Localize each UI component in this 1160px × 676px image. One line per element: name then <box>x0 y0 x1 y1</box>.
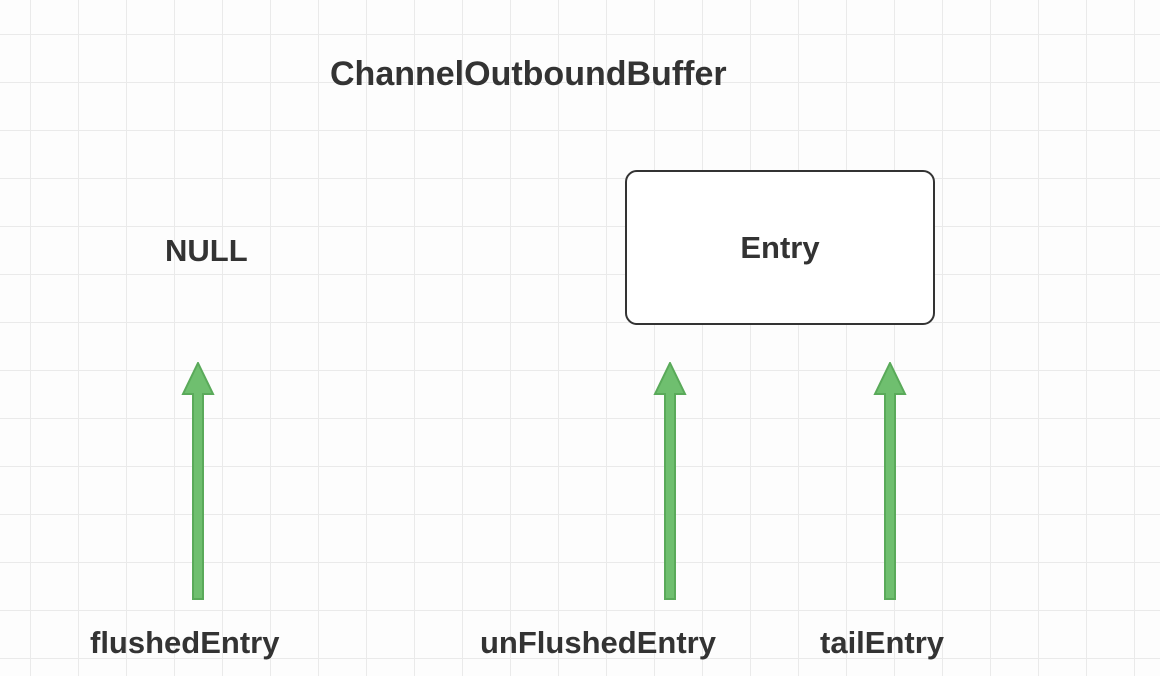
arrow-unflushed-icon <box>653 362 687 600</box>
unflushed-entry-label: unFlushedEntry <box>480 625 716 661</box>
entry-box: Entry <box>625 170 935 325</box>
flushed-entry-label: flushedEntry <box>90 625 279 661</box>
grid-background <box>0 0 1160 676</box>
arrow-tail-icon <box>873 362 907 600</box>
diagram-title: ChannelOutboundBuffer <box>330 55 727 94</box>
null-label: NULL <box>165 233 248 269</box>
arrow-flushed-icon <box>181 362 215 600</box>
tail-entry-label: tailEntry <box>820 625 944 661</box>
